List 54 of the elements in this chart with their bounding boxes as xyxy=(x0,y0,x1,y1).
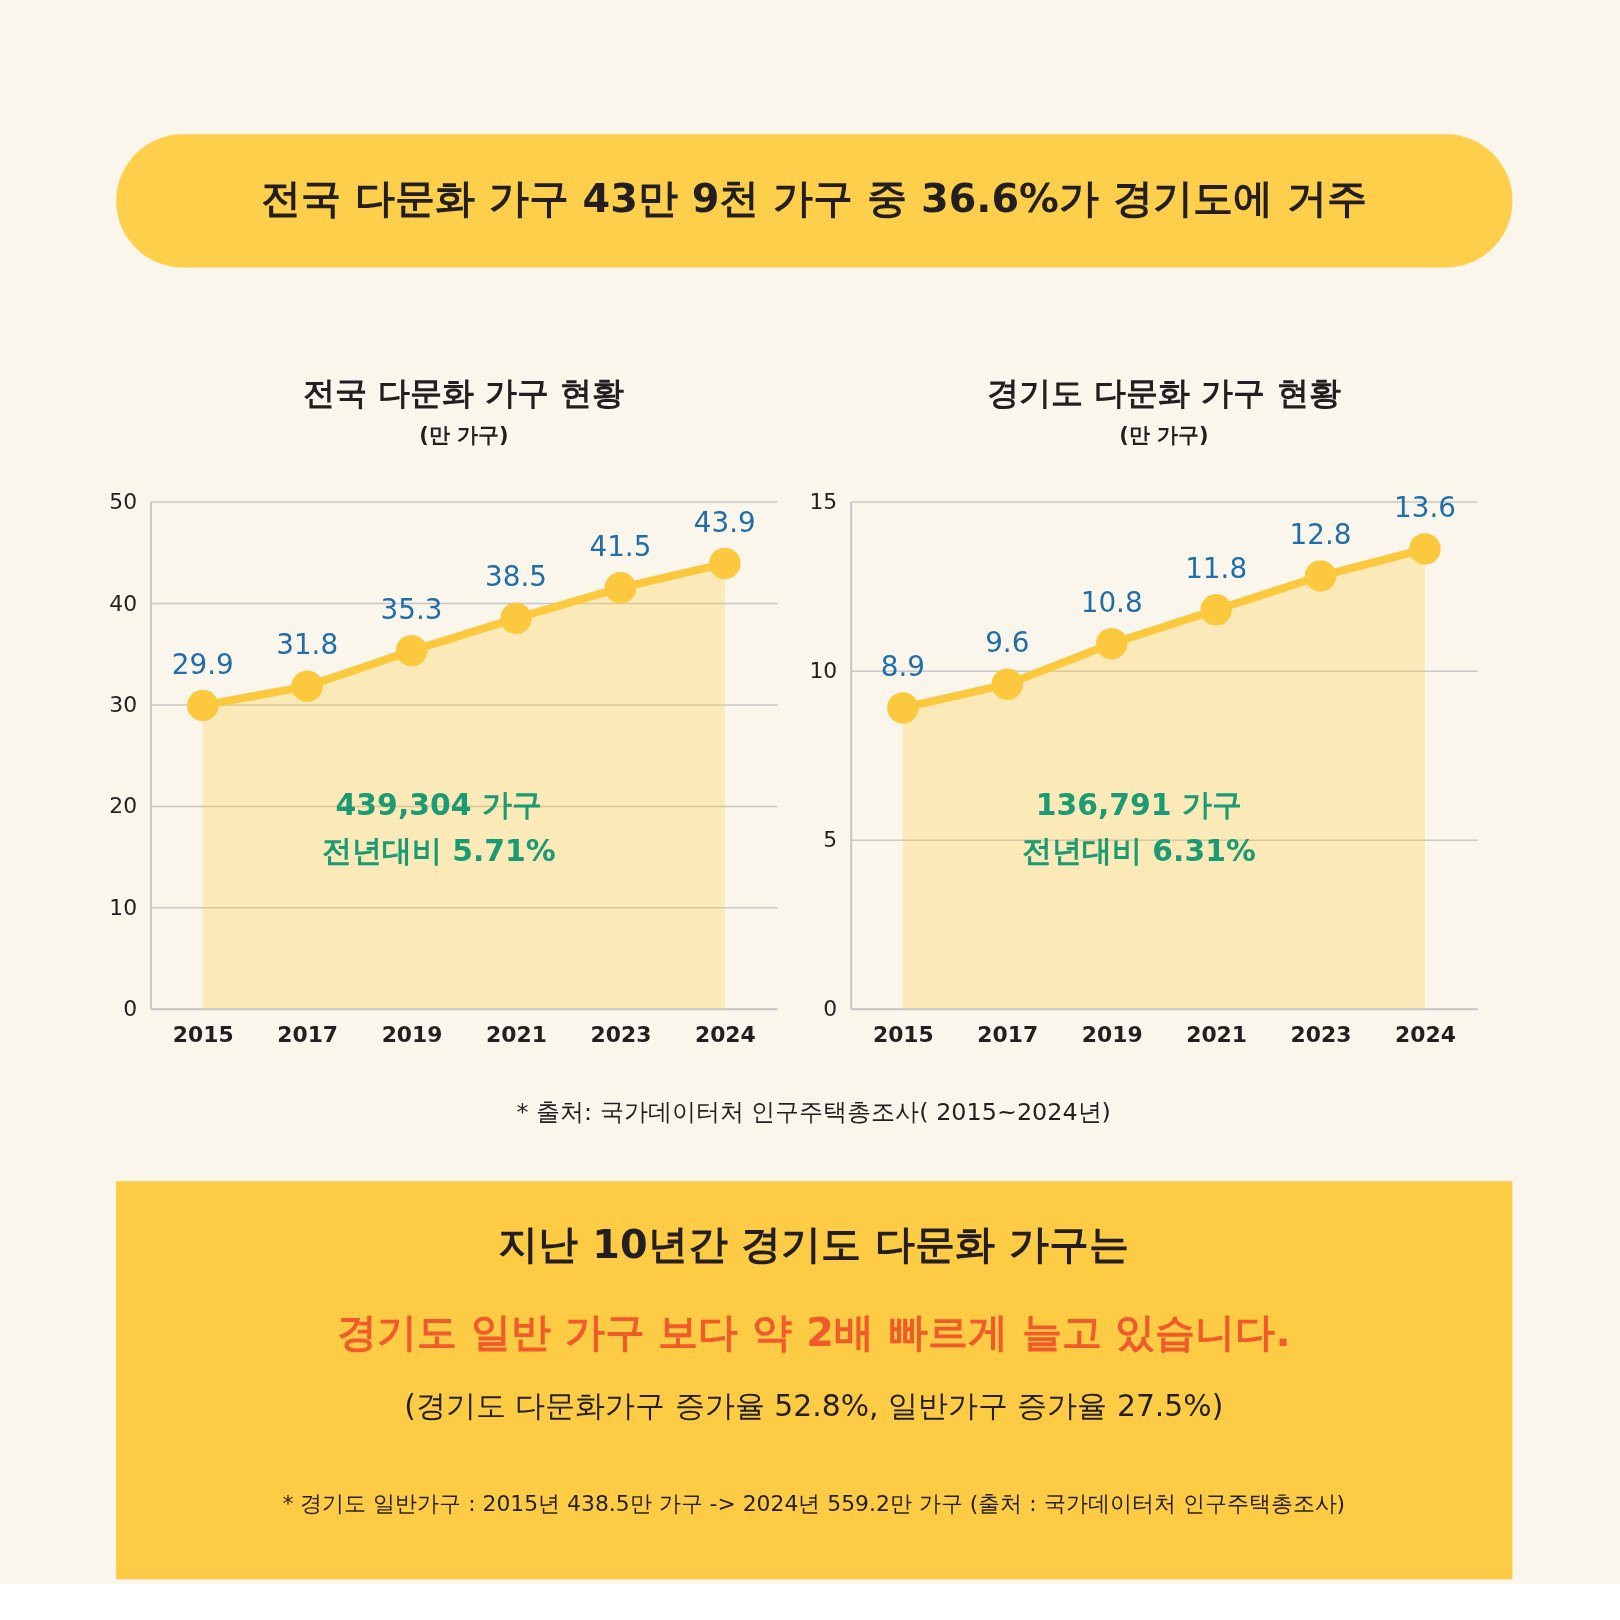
text: 전국 다문화 가구 43만 9천 가구 중 36.6%가 경기도에 거주 xyxy=(261,175,1367,222)
point xyxy=(887,692,919,724)
x-tick-label: 2019 xyxy=(381,1022,443,1048)
y-tick-label: 30 xyxy=(109,691,138,717)
text: * 출처: 국가데이터처 인구주택총조사( 2015~2024년) xyxy=(516,1098,1111,1127)
x-tick-label: 2021 xyxy=(486,1022,547,1048)
chart-subtitle: (만 가구) xyxy=(1119,422,1209,447)
y-tick-label: 0 xyxy=(823,996,838,1022)
text: (경기도 다문화가구 증가율 52.8%, 일반가구 증가율 27.5%) xyxy=(404,1387,1224,1423)
y-tick-label: 0 xyxy=(123,996,138,1022)
data-label: 41.5 xyxy=(589,530,652,564)
text: 경기도 일반 가구 보다 약 2배 빠르게 늘고 있습니다. xyxy=(336,1308,1291,1355)
x-tick-label: 2024 xyxy=(694,1022,756,1048)
x-tick-label: 2017 xyxy=(277,1022,339,1048)
data-label: 31.8 xyxy=(276,628,339,662)
data-label: 43.9 xyxy=(693,505,756,539)
x-tick-label: 2015 xyxy=(172,1022,234,1048)
y-tick-label: 10 xyxy=(109,894,138,920)
y-tick-label: 50 xyxy=(109,489,138,515)
y-tick-label: 20 xyxy=(109,793,138,819)
data-label: 8.9 xyxy=(880,650,925,684)
x-tick-label: 2019 xyxy=(1081,1022,1143,1048)
text: 지난 10년간 경기도 다문화 가구는 xyxy=(498,1221,1130,1268)
x-tick-label: 2023 xyxy=(590,1022,652,1048)
chart-title: 전국 다문화 가구 현황 xyxy=(303,374,625,413)
point xyxy=(1095,627,1128,660)
x-tick-label: 2017 xyxy=(977,1022,1039,1048)
chart-title: 경기도 다문화 가구 현황 xyxy=(987,374,1341,413)
annotation: 439,304 가구 xyxy=(335,786,542,822)
x-tick-label: 2023 xyxy=(1290,1022,1352,1048)
data-label: 35.3 xyxy=(380,592,443,626)
point xyxy=(1304,560,1337,592)
annotation: 전년대비 5.71% xyxy=(321,832,556,868)
y-tick-label: 15 xyxy=(809,489,838,515)
data-label: 10.8 xyxy=(1080,585,1143,619)
annotation: 136,791 가구 xyxy=(1035,786,1242,822)
data-label: 12.8 xyxy=(1289,518,1352,552)
point xyxy=(1200,594,1232,626)
y-tick-label: 40 xyxy=(109,590,138,616)
point xyxy=(991,668,1023,700)
annotation: 전년대비 6.31% xyxy=(1021,832,1256,868)
x-tick-label: 2024 xyxy=(1395,1022,1456,1048)
data-label: 29.9 xyxy=(171,647,234,681)
y-tick-label: 5 xyxy=(823,827,838,853)
data-label: 9.6 xyxy=(985,626,1030,660)
x-tick-label: 2021 xyxy=(1186,1022,1248,1048)
x-tick-label: 2015 xyxy=(872,1022,934,1048)
data-label: 13.6 xyxy=(1393,491,1456,525)
text: * 경기도 일반가구 : 2015년 438.5만 가구 -> 2024년 559.2만 가구 (출처 : 국가데이터처 인구주택총조사) xyxy=(282,1491,1346,1517)
data-label: 38.5 xyxy=(485,560,547,594)
data-label: 11.8 xyxy=(1185,551,1248,585)
chart-subtitle: (만 가구) xyxy=(419,422,509,447)
point xyxy=(1409,533,1441,565)
y-tick-label: 10 xyxy=(809,658,838,684)
